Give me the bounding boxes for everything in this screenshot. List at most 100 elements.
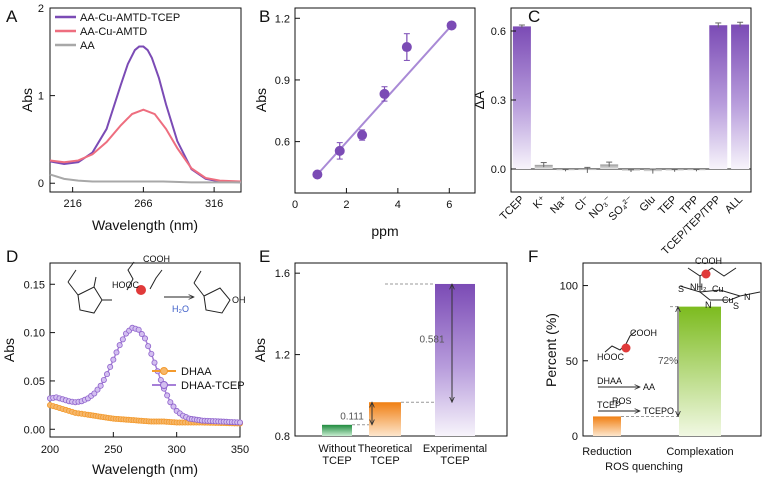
y-tick-label: 0.3 (491, 95, 506, 107)
x-tick-label: Experimental (423, 443, 487, 455)
y-tick-label: 0.9 (275, 75, 290, 87)
panel-a-ticks: 216 266 316 0 1 2 (38, 3, 223, 210)
panel-c-plot (511, 21, 751, 174)
panel-f-inset-structure (598, 267, 761, 411)
x-tick-label: 216 (63, 198, 81, 210)
legend-label-dhaa-tcep: DHAA-TCEP (181, 380, 245, 392)
x-tick-label: Glu (637, 194, 658, 215)
series-line-0 (49, 45, 242, 184)
x-tick-label: Na⁺ (548, 194, 571, 217)
bar (512, 26, 531, 170)
inset-cooh: COOH (630, 328, 657, 338)
x-tick-label: Complexation (666, 446, 733, 458)
inset-aa: AA (643, 382, 655, 392)
x-tick-label: TCEP (498, 194, 527, 223)
x-tick-label: Theoretical (358, 443, 412, 455)
x-tick-label: Without (318, 443, 355, 455)
series-marker-1 (167, 399, 174, 406)
complex-chain (687, 267, 737, 277)
annotation-diff-2: 0.581 (419, 334, 444, 345)
phosphorus-atom-icon (621, 343, 631, 353)
reaction-reagent: H₂O (172, 304, 189, 314)
series-marker-1 (135, 326, 142, 333)
panel-c: TCEP K⁺ Na⁺ Cl⁻NO₃⁻SO₄²⁻ GluTEPTPPTCEP/TEP/T… (471, 7, 752, 257)
panel-d-xlabel: Wavelength (nm) (92, 461, 198, 477)
series-marker-1 (113, 349, 120, 356)
y-tick-label: 0.6 (491, 26, 506, 38)
data-point (379, 88, 390, 99)
series-marker-1 (104, 371, 111, 378)
panel-label-a: A (6, 7, 18, 26)
panel-a-ylabel: Abs (19, 88, 35, 112)
bar (679, 306, 721, 436)
panel-d-reaction-scheme (67, 261, 231, 314)
x-tick-label: SO₄²⁻ (607, 194, 637, 224)
y-tick-label: 1 (38, 91, 44, 103)
series-marker-1 (141, 335, 148, 342)
panel-d-series (47, 324, 243, 427)
series-marker-1 (100, 376, 107, 383)
series-marker-1 (164, 392, 171, 399)
bar (322, 424, 352, 436)
legend-label-tcep: AA-Cu-AMTD-TCEP (80, 12, 180, 24)
panel-d-ticks: 200 250 300 350 0.00 0.05 0.10 0.15 (24, 279, 250, 456)
series-marker-1 (236, 419, 243, 426)
tcep-chain (126, 261, 135, 291)
x-tick-label: 6 (446, 199, 452, 211)
y-tick-label: 100 (560, 281, 578, 293)
data-point (446, 20, 457, 31)
panel-f-plot: 72% (593, 307, 721, 436)
panel-f: 72% Reduction Complexation 0 50 100 Percent … (543, 256, 762, 473)
series-line-1 (49, 108, 242, 183)
x-tick-label: TCEP (370, 455, 399, 467)
inset-tcepo: TCEPO (643, 406, 674, 416)
bar (709, 25, 728, 169)
panel-b-ylabel: Abs (253, 88, 269, 112)
y-tick-label: 0 (38, 178, 44, 190)
x-tick-label: 4 (395, 199, 401, 211)
bar (731, 24, 750, 170)
x-tick-label: 266 (134, 198, 152, 210)
y-tick-label: 0.8 (275, 431, 290, 443)
panel-f-ylabel: Percent (%) (543, 313, 559, 387)
y-tick-label: 50 (566, 356, 578, 368)
panel-d-frame (49, 262, 241, 438)
y-tick-label: 0.6 (275, 137, 290, 149)
data-point (312, 169, 323, 180)
legend-label-dhaa: DHAA (181, 366, 212, 378)
dhaa-bond (67, 281, 79, 296)
reaction-hooc: HOOC (112, 280, 140, 290)
y-tick-label: 0 (572, 431, 578, 443)
legend-marker-dhaa-tcep (160, 381, 168, 389)
annotation-percent: 72% (658, 356, 678, 367)
x-tick-label: 0 (292, 199, 298, 211)
panel-label-b: B (259, 7, 270, 26)
bar (369, 402, 401, 436)
x-tick-label: 2 (343, 199, 349, 211)
series-marker-1 (138, 331, 145, 338)
reaction-oh: OH (232, 295, 246, 305)
series-marker-1 (151, 359, 158, 366)
panel-a-series (49, 45, 242, 184)
bar (435, 283, 475, 436)
phosphorus-atom-icon (701, 269, 711, 279)
panel-d: 200 250 300 350 0.00 0.05 0.10 0.15 Wavelength … (1, 254, 249, 477)
complex-n-2: N (705, 300, 712, 310)
series-marker-1 (148, 350, 155, 357)
aa-bond (193, 270, 202, 284)
legend-label-amtd: AA-Cu-AMTD (80, 26, 147, 38)
dhaa-carbonyl (93, 276, 97, 288)
x-tick-label: TEP (656, 194, 680, 218)
complex-n-1: N (744, 292, 751, 302)
data-point (401, 42, 412, 53)
series-marker-1 (97, 382, 104, 389)
panel-d-legend: DHAA DHAA-TCEP (152, 366, 245, 392)
panel-label-f: F (528, 247, 538, 266)
series-marker-1 (110, 356, 117, 363)
panel-b-ticks: 0 2 4 6 0.6 0.9 1.2 (275, 13, 453, 211)
series-marker-1 (145, 343, 152, 350)
inset-tcep: TCEP (597, 400, 621, 410)
tcep-chain (625, 330, 637, 345)
x-tick-label: TCEP (440, 455, 469, 467)
